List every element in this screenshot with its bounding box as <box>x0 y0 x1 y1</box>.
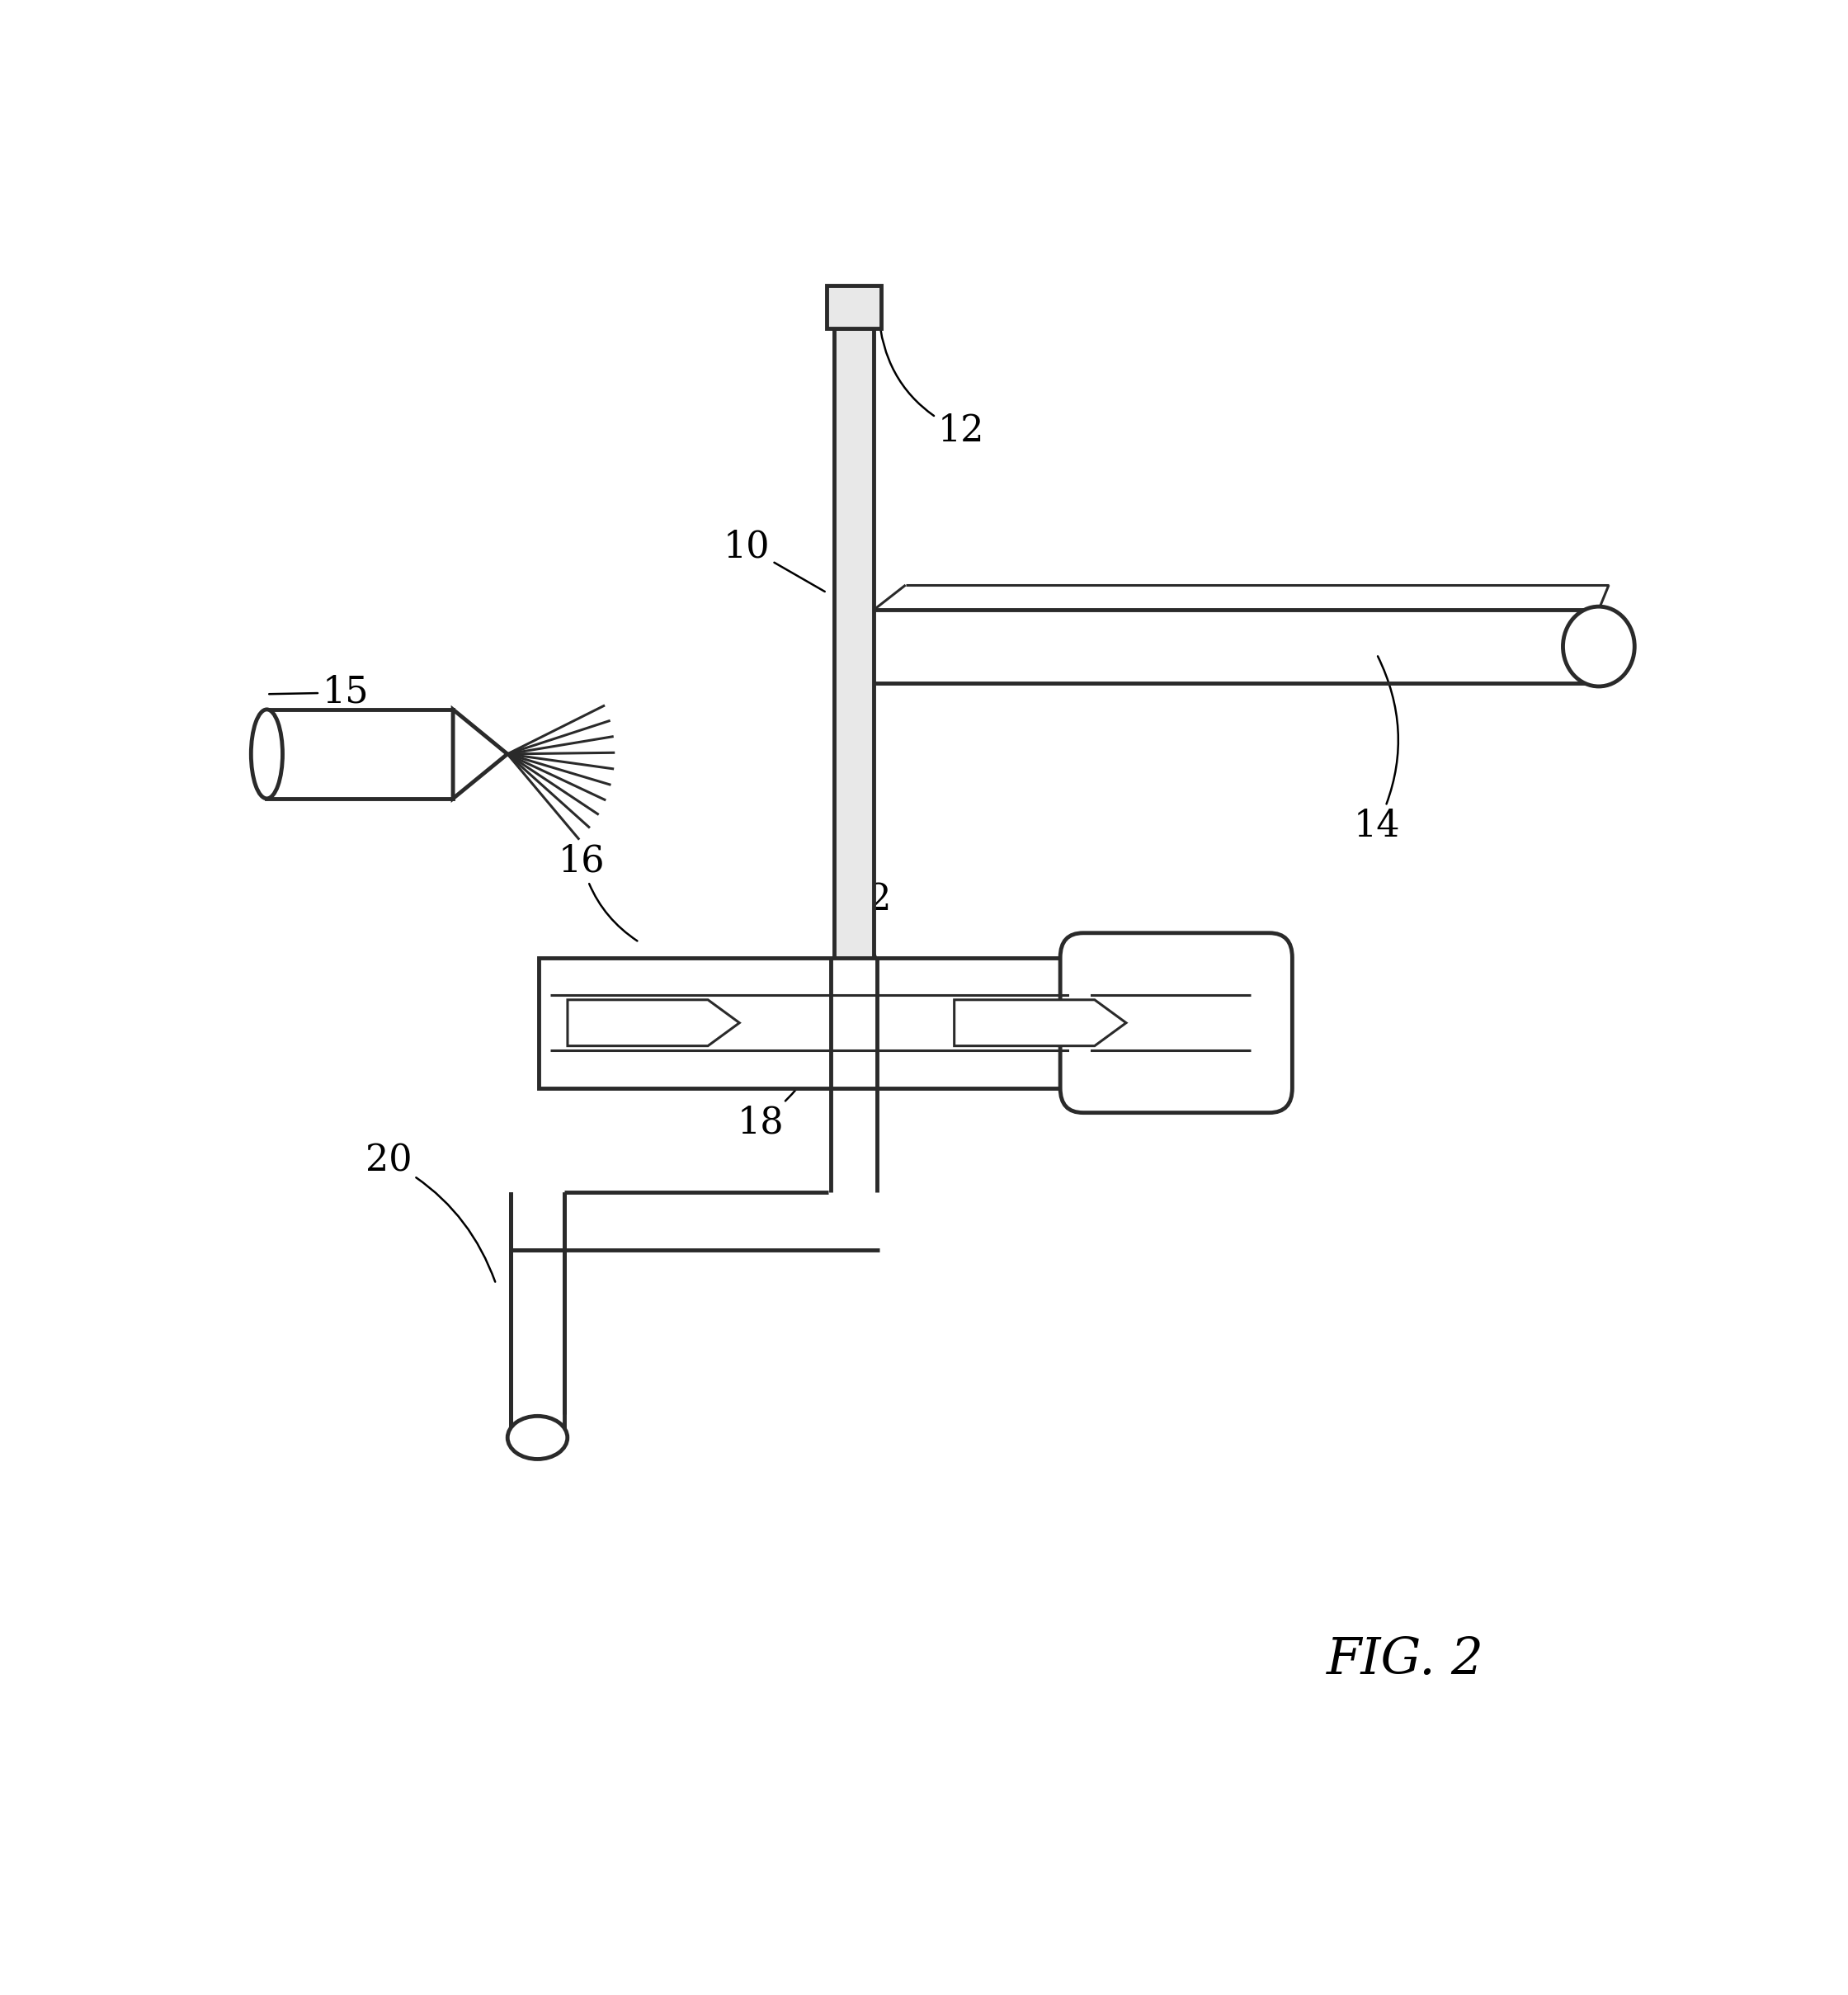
Text: 14: 14 <box>1353 656 1401 844</box>
Bar <box>266 710 453 798</box>
Bar <box>826 285 881 329</box>
Text: 12: 12 <box>878 313 985 449</box>
Bar <box>510 1191 565 1251</box>
Text: 10: 10 <box>723 529 824 593</box>
Text: 15: 15 <box>270 674 370 710</box>
Text: FIG. 2: FIG. 2 <box>1327 1636 1484 1686</box>
Text: 16: 16 <box>1081 1081 1127 1117</box>
Polygon shape <box>567 999 739 1045</box>
Polygon shape <box>453 710 508 798</box>
Bar <box>832 962 878 1083</box>
FancyBboxPatch shape <box>1061 934 1292 1113</box>
Bar <box>833 329 874 1053</box>
Bar <box>1068 962 1090 1083</box>
Text: 16: 16 <box>558 844 638 942</box>
Text: 22: 22 <box>845 882 891 982</box>
Text: 18: 18 <box>737 1039 832 1141</box>
Bar <box>540 958 1262 1087</box>
Ellipse shape <box>508 1416 567 1458</box>
Text: 20: 20 <box>366 1143 495 1283</box>
Polygon shape <box>954 999 1125 1045</box>
Ellipse shape <box>1563 606 1634 686</box>
Ellipse shape <box>251 710 283 798</box>
